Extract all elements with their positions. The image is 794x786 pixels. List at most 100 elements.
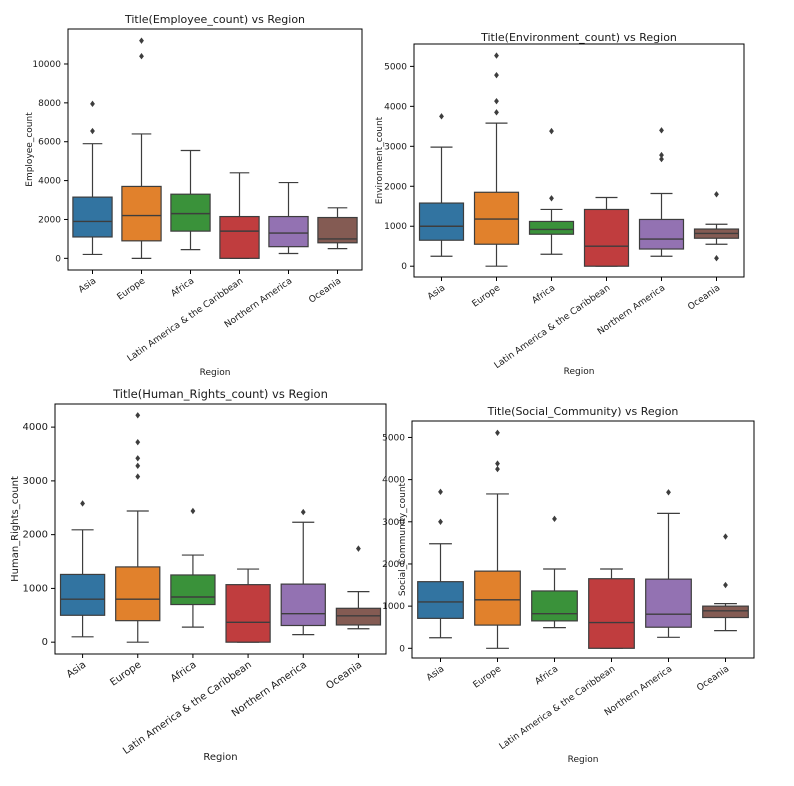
- box-oceania: [317, 207, 358, 250]
- y-tick-label: 4000: [38, 177, 61, 187]
- box-oceania: [702, 533, 749, 632]
- box-asia: [72, 100, 113, 256]
- outlier-point: [135, 438, 141, 446]
- outlier-point: [495, 460, 500, 467]
- box-africa: [170, 149, 211, 251]
- x-axis-label: Region: [564, 367, 595, 377]
- x-tick-label-oceania: Oceania: [324, 659, 364, 691]
- chart-title: Title(Environment_count) vs Region: [480, 31, 677, 44]
- outlier-point: [714, 191, 719, 198]
- outlier-point: [494, 52, 499, 59]
- y-tick-label: 1000: [384, 222, 407, 232]
- box-northern-america: [268, 181, 309, 255]
- outlier-point: [80, 500, 85, 507]
- box-latin-america-and-the-caribbean: [588, 568, 635, 649]
- box-iqr: [225, 584, 271, 643]
- x-tick-label-africa: Africa: [169, 659, 199, 684]
- box-oceania: [693, 191, 740, 262]
- outlier-point: [659, 155, 664, 163]
- box-africa: [531, 515, 578, 629]
- y-tick-label: 0: [401, 262, 407, 272]
- outlier-point: [666, 489, 671, 496]
- y-tick-label: 5000: [382, 433, 405, 443]
- outlier-point: [659, 151, 664, 159]
- outlier-point: [495, 465, 500, 473]
- outlier-point: [494, 109, 499, 116]
- y-tick-label: 1000: [382, 602, 405, 612]
- y-tick-label: 1000: [23, 583, 48, 594]
- outlier-point: [494, 71, 499, 79]
- x-tick-label-asia: Asia: [77, 276, 98, 295]
- outlier-point: [438, 518, 443, 525]
- box-iqr: [528, 220, 575, 235]
- box-europe: [473, 52, 520, 267]
- y-tick-label: 10000: [32, 60, 61, 70]
- x-tick-label-latin-america-and-the-caribbean: Latin America & the Caribbean: [498, 664, 617, 752]
- x-tick-label-asia: Asia: [65, 659, 88, 680]
- plot-frame: [413, 43, 745, 278]
- x-axis-label: Region: [568, 755, 599, 765]
- outlier-point: [723, 581, 728, 589]
- box-iqr: [638, 218, 685, 250]
- box-iqr: [170, 193, 211, 232]
- box-oceania: [335, 545, 382, 630]
- y-tick-label: 4000: [382, 476, 405, 486]
- y-tick-label: 4000: [23, 422, 48, 433]
- box-iqr: [588, 578, 635, 649]
- chart-social-community-count: Title(Social_Community) vs Region 0 1000 20…: [382, 405, 755, 765]
- y-tick-label: 3000: [382, 518, 405, 528]
- box-iqr: [583, 208, 630, 267]
- box-iqr: [702, 605, 749, 619]
- outlier-point: [190, 507, 196, 515]
- x-axis-label: Region: [200, 368, 231, 378]
- box-asia: [59, 500, 106, 638]
- y-tick-label: 0: [55, 254, 61, 264]
- outlier-point: [549, 195, 554, 202]
- x-tick-label-oceania: Oceania: [695, 664, 731, 693]
- box-iqr: [474, 570, 521, 626]
- box-iqr: [219, 215, 260, 259]
- box-latin-america-and-the-caribbean: [583, 196, 630, 267]
- box-iqr: [121, 185, 162, 242]
- y-axis-label: Human_Rights_count: [10, 476, 21, 582]
- box-latin-america-and-the-caribbean: [225, 568, 271, 643]
- outlier-point: [494, 97, 499, 105]
- x-tick-label-oceania: Oceania: [686, 283, 722, 312]
- chart-human-rights-count: Title(Human_Rights_count) vs Region 0 1000…: [10, 387, 387, 763]
- plot-frame: [54, 403, 387, 655]
- box-iqr: [115, 566, 161, 622]
- box-europe: [115, 412, 161, 643]
- x-tick-label-europe: Europe: [471, 283, 503, 310]
- box-iqr: [417, 581, 464, 619]
- y-tick-label: 5000: [384, 62, 407, 72]
- x-tick-label-africa: Africa: [530, 283, 557, 306]
- y-axis-label: Environment_count: [375, 116, 385, 204]
- outlier-point: [714, 255, 719, 262]
- box-latin-america-and-the-caribbean: [219, 172, 260, 259]
- y-tick-label: 0: [399, 644, 405, 654]
- box-africa: [170, 507, 216, 628]
- outlier-point: [139, 37, 144, 44]
- x-axis-label: Region: [203, 752, 237, 763]
- box-asia: [417, 488, 464, 639]
- y-tick-label: 2000: [23, 530, 48, 541]
- outlier-point: [356, 545, 361, 552]
- chart-title: Title(Human_Rights_count) vs Region: [112, 387, 328, 401]
- box-iqr: [280, 583, 326, 627]
- box-iqr: [335, 607, 382, 626]
- outlier-point: [135, 412, 141, 419]
- outlier-point: [723, 533, 728, 540]
- outlier-point: [135, 473, 141, 480]
- x-tick-label-oceania: Oceania: [307, 276, 343, 305]
- x-tick-label-africa: Africa: [169, 276, 196, 299]
- outlier-point: [495, 429, 500, 437]
- y-axis-label: Employee_count: [25, 112, 35, 187]
- box-northern-america: [645, 489, 692, 638]
- y-tick-label: 2000: [382, 560, 405, 570]
- x-tick-label-europe: Europe: [472, 664, 504, 691]
- box-northern-america: [280, 508, 326, 636]
- x-tick-label-asia: Asia: [426, 283, 447, 302]
- box-northern-america: [638, 127, 685, 257]
- box-europe: [121, 37, 162, 259]
